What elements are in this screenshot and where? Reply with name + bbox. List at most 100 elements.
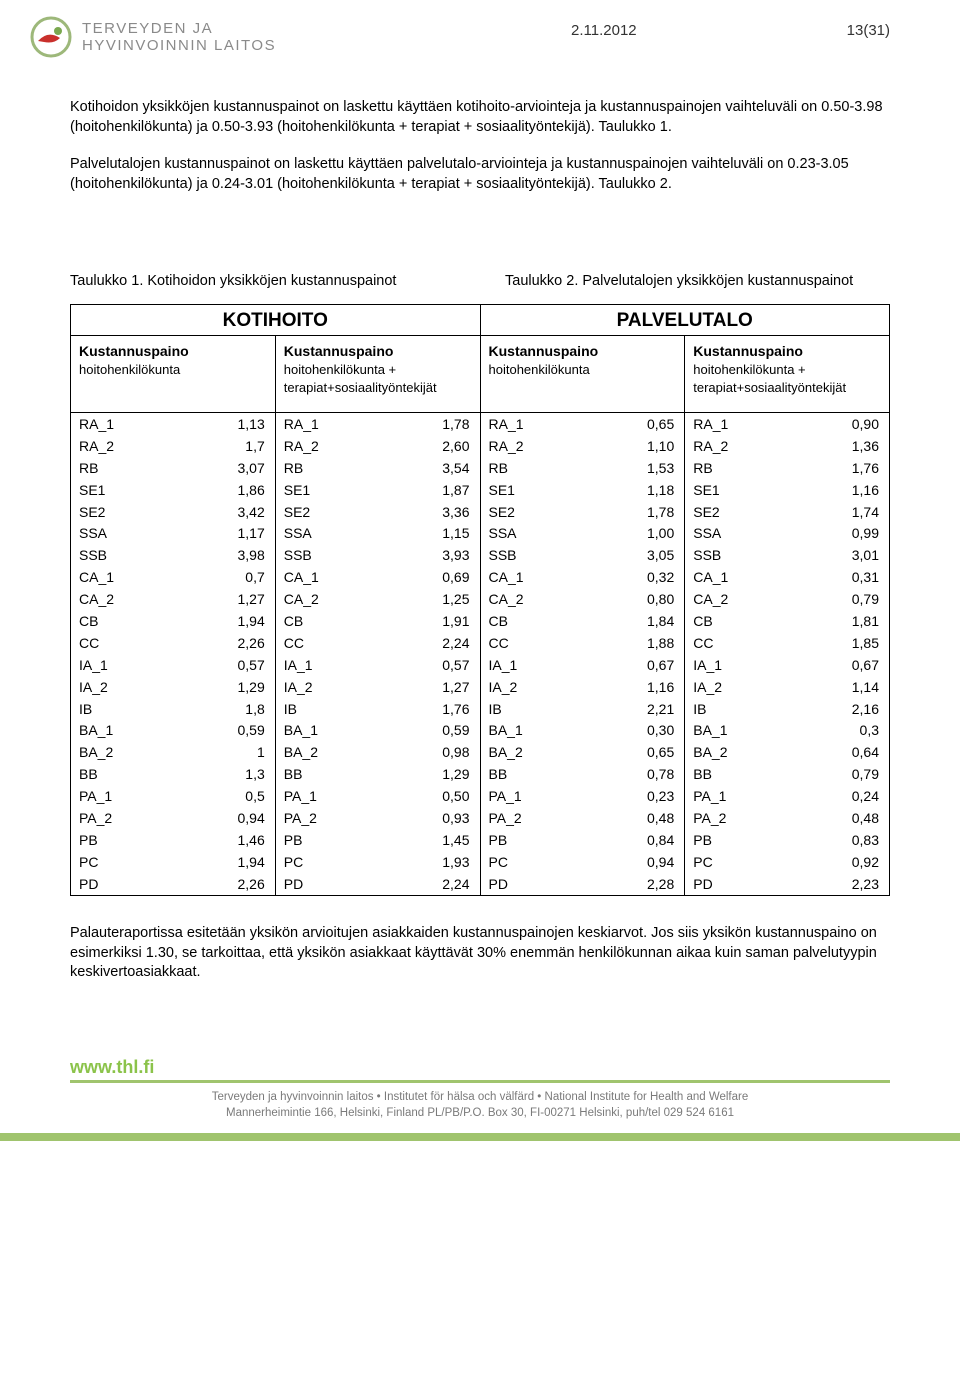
- table-row: CA_10,69: [276, 567, 480, 589]
- table-row: IB2,16: [685, 698, 889, 720]
- row-code: PB: [79, 831, 98, 850]
- row-value: 1,85: [852, 634, 879, 653]
- row-value: 1,84: [647, 612, 674, 631]
- row-code: SE2: [79, 503, 105, 522]
- row-code: PC: [79, 853, 98, 872]
- table-row: IA_21,14: [685, 676, 889, 698]
- row-value: 1,00: [647, 524, 674, 543]
- row-code: IA_1: [79, 656, 108, 675]
- row-value: 1,94: [238, 612, 265, 631]
- header-meta: 2.11.2012 13(31): [571, 16, 890, 39]
- table-row: RA_21,7: [71, 435, 275, 457]
- table-row: SSA1,15: [276, 523, 480, 545]
- row-code: SSA: [284, 524, 312, 543]
- row-code: RA_2: [489, 437, 524, 456]
- table-row: RB3,07: [71, 457, 275, 479]
- row-code: CA_2: [79, 590, 114, 609]
- row-value: 0,79: [852, 765, 879, 784]
- table-row: SSA0,99: [685, 523, 889, 545]
- row-code: RA_1: [79, 415, 114, 434]
- row-value: 0,67: [852, 656, 879, 675]
- row-value: 0,48: [852, 809, 879, 828]
- row-code: PB: [489, 831, 508, 850]
- row-code: PB: [693, 831, 712, 850]
- table-row: SSB3,98: [71, 545, 275, 567]
- table-row: RA_21,36: [685, 435, 889, 457]
- row-code: PC: [284, 853, 303, 872]
- row-value: 1,29: [238, 678, 265, 697]
- row-code: CA_1: [693, 568, 728, 587]
- row-code: BB: [284, 765, 303, 784]
- table-row: PB1,46: [71, 829, 275, 851]
- row-code: IA_1: [693, 656, 722, 675]
- row-code: PB: [284, 831, 303, 850]
- row-value: 0,59: [238, 721, 265, 740]
- table-row: RA_11,78: [276, 413, 480, 435]
- row-code: SE2: [693, 503, 719, 522]
- table-row: CA_21,27: [71, 589, 275, 611]
- kh-col1: Kustannuspaino hoitohenkilökunta RA_11,1…: [71, 336, 276, 895]
- paragraph-3: Palauteraportissa esitetään yksikön arvi…: [70, 924, 890, 983]
- row-code: RA_2: [284, 437, 319, 456]
- table-row: RB1,76: [685, 457, 889, 479]
- row-value: 1,10: [647, 437, 674, 456]
- row-value: 0,24: [852, 787, 879, 806]
- row-value: 3,42: [238, 503, 265, 522]
- row-code: CA_1: [284, 568, 319, 587]
- table-row: PA_1 0,24: [685, 786, 889, 808]
- row-code: CC: [284, 634, 304, 653]
- table-row: SE11,18: [481, 479, 685, 501]
- row-value: 0,83: [852, 831, 879, 850]
- row-code: SSB: [693, 546, 721, 565]
- row-value: 0,67: [647, 656, 674, 675]
- row-code: IA_2: [489, 678, 518, 697]
- row-code: IA_2: [79, 678, 108, 697]
- row-value: 1,88: [647, 634, 674, 653]
- row-value: 1,16: [647, 678, 674, 697]
- table-row: CB1,91: [276, 610, 480, 632]
- table-row: IA_10,57: [71, 654, 275, 676]
- row-code: PA_1: [693, 787, 726, 806]
- row-code: PA_2: [284, 809, 317, 828]
- row-code: CB: [693, 612, 712, 631]
- table-row: CA_21,25: [276, 589, 480, 611]
- table-row: BB0,78: [481, 764, 685, 786]
- table-row: PA_2 0,48: [685, 807, 889, 829]
- table-title-left: KOTIHOITO: [71, 305, 480, 337]
- row-code: RA_1: [284, 415, 319, 434]
- row-value: 0,7: [245, 568, 264, 587]
- row-value: 0,90: [852, 415, 879, 434]
- table-row: RA_22,60: [276, 435, 480, 457]
- row-code: RB: [693, 459, 712, 478]
- row-value: 0,93: [442, 809, 469, 828]
- row-code: BA_2: [489, 743, 523, 762]
- table-row: BA_10,30: [481, 720, 685, 742]
- table-row: PC1,94: [71, 851, 275, 873]
- table-row: IA_21,27: [276, 676, 480, 698]
- row-value: 0,80: [647, 590, 674, 609]
- table-row: SSA1,17: [71, 523, 275, 545]
- row-value: 0,94: [238, 809, 265, 828]
- table-row: PD2,26: [71, 873, 275, 895]
- row-code: BA_1: [693, 721, 727, 740]
- row-code: IB: [284, 700, 297, 719]
- row-code: PA_2: [693, 809, 726, 828]
- row-value: 0,98: [442, 743, 469, 762]
- row-value: 1,7: [245, 437, 264, 456]
- row-value: 1,18: [647, 481, 674, 500]
- row-value: 1,14: [852, 678, 879, 697]
- table-row: BB0,79: [685, 764, 889, 786]
- row-value: 1,17: [238, 524, 265, 543]
- row-code: CB: [489, 612, 508, 631]
- row-code: CC: [489, 634, 509, 653]
- table-row: PB 0,83: [685, 829, 889, 851]
- table-row: BA_10,59: [276, 720, 480, 742]
- row-value: 1,53: [647, 459, 674, 478]
- header-page: 13(31): [847, 22, 890, 39]
- caption-2: Taulukko 2. Palvelutalojen yksikköjen ku…: [505, 272, 853, 292]
- row-code: CA_2: [693, 590, 728, 609]
- row-code: CC: [693, 634, 713, 653]
- row-value: 1,25: [442, 590, 469, 609]
- table-row: SSA1,00: [481, 523, 685, 545]
- row-value: 0,79: [852, 590, 879, 609]
